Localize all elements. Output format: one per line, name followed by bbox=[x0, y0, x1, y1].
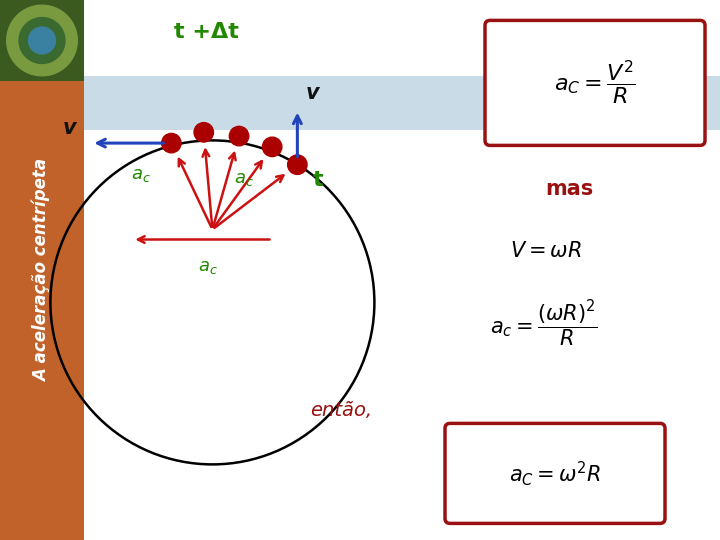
Text: $a_c$: $a_c$ bbox=[235, 171, 254, 188]
Bar bbox=[0, 0, 84, 81]
Text: v: v bbox=[305, 83, 319, 103]
Text: então,: então, bbox=[310, 401, 372, 420]
Polygon shape bbox=[29, 27, 55, 54]
Bar bbox=[84, 76, 720, 130]
FancyBboxPatch shape bbox=[445, 423, 665, 523]
Bar bbox=[0, 0, 84, 540]
Circle shape bbox=[194, 123, 213, 142]
Text: t +Δt: t +Δt bbox=[174, 22, 239, 43]
Text: $a_c$: $a_c$ bbox=[130, 165, 150, 184]
Text: $a_C = \omega^2 R$: $a_C = \omega^2 R$ bbox=[509, 459, 601, 488]
Circle shape bbox=[263, 137, 282, 157]
Text: v: v bbox=[63, 118, 76, 138]
Text: $a_C = \dfrac{V^2}{R}$: $a_C = \dfrac{V^2}{R}$ bbox=[554, 59, 636, 107]
Text: t: t bbox=[312, 170, 323, 190]
Circle shape bbox=[288, 155, 307, 174]
Polygon shape bbox=[6, 5, 77, 76]
Text: $a_c = \dfrac{(\omega R)^2}{R}$: $a_c = \dfrac{(\omega R)^2}{R}$ bbox=[490, 299, 598, 349]
Circle shape bbox=[161, 133, 181, 153]
Text: $V = \omega R$: $V = \omega R$ bbox=[510, 241, 582, 261]
Text: mas: mas bbox=[545, 179, 593, 199]
Circle shape bbox=[230, 126, 249, 146]
Text: $a_c$: $a_c$ bbox=[197, 258, 217, 275]
FancyBboxPatch shape bbox=[485, 21, 705, 145]
Text: A aceleração centrípeta: A aceleração centrípeta bbox=[32, 158, 51, 382]
Polygon shape bbox=[19, 18, 65, 63]
